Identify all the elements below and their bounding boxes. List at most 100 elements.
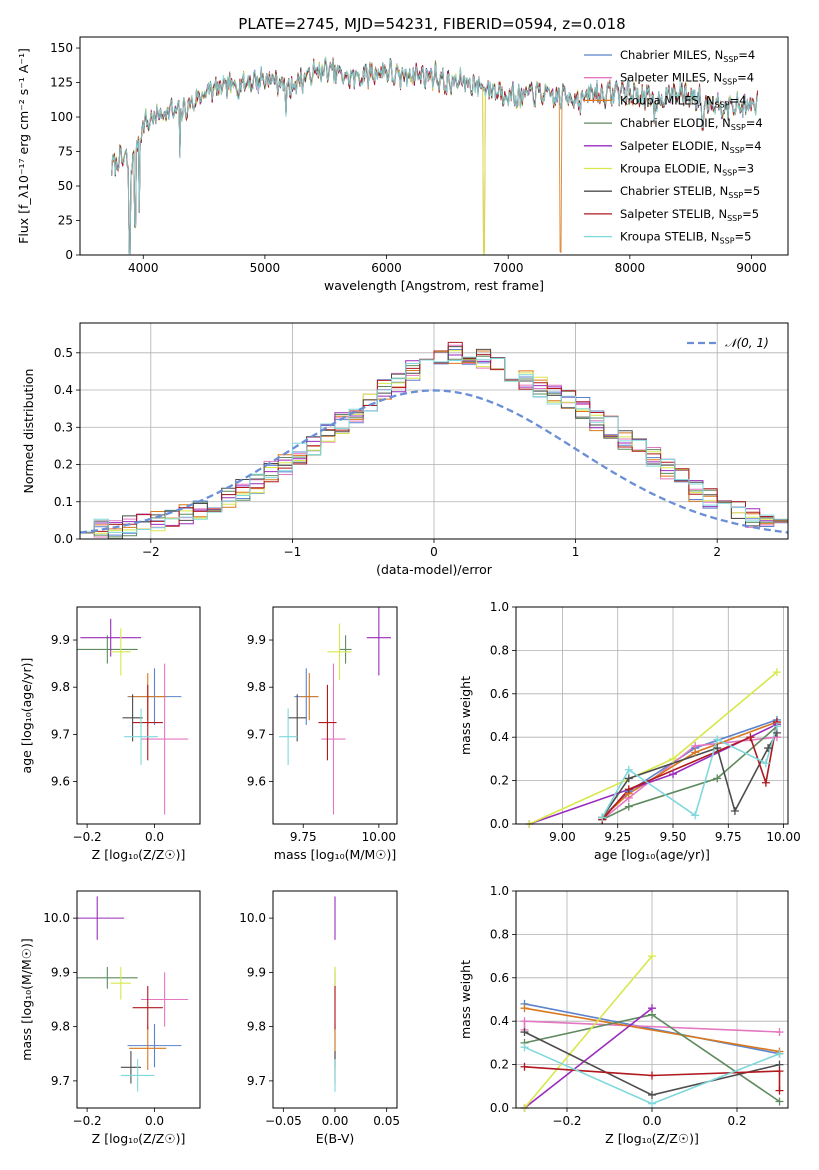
y-tick-label: 9.6 [247,775,266,789]
y-tick-label: 25 [58,214,73,228]
x-tick-label: 10.00 [766,830,800,844]
x-tick-label: 4000 [128,261,159,275]
weight-line [523,955,653,1108]
legend-label: Salpeter ELODIE, NSSP=4 [620,139,762,155]
x-tick-label: 5000 [250,261,281,275]
legend-label: 𝒩(0, 1) [725,336,769,350]
y-tick-label: 1.0 [490,600,509,614]
y-tick-label: 150 [50,41,73,55]
weight-marker [761,759,770,768]
weight-line [524,1066,781,1091]
weight-marker [648,952,656,961]
weight-marker [598,813,607,822]
axes-frame [515,890,789,1109]
weight-marker [669,770,678,779]
y-axis-label: Flux [f_λ10⁻¹⁷ erg cm⁻² s⁻¹ A⁻¹] [16,48,31,244]
x-tick-label: 9.75 [715,830,742,844]
y-axis-label: mass weight [458,676,473,755]
weight-marker [713,774,722,783]
weight-marker [520,1043,529,1052]
weight-marker [520,1028,529,1037]
y-axis-label: mass weight [458,960,473,1039]
x-tick-label: 9.00 [549,830,576,844]
weight-marker [691,748,700,757]
weight-line [601,732,778,818]
axes-frame [272,890,398,1109]
weight-marker [669,754,678,763]
panel-age-Z: −0.2 0.0 9.6 9.7 9.8 9.9 Z [log₁₀(Z/Z☉)] age [l… [19,606,201,862]
x-tick-label: 6000 [371,261,402,275]
y-tick-label: 9.9 [247,965,266,979]
y-tick-label: 0.6 [490,971,509,985]
y-tick-label: 0.3 [54,420,73,434]
panel-weight-Z: −0.2 0.0 0.2 0.0 0.2 0.4 0.6 0.8 1.0 Z [log₁₀(Z/Z… [458,884,789,1146]
weight-marker [775,1028,784,1037]
weight-marker [775,1086,784,1095]
y-tick-label: 0.0 [490,1101,509,1115]
x-axis-label: Z [log₁₀(Z/Z☉)] [92,847,186,862]
legend-label: Chabrier STELIB, NSSP=5 [620,184,760,200]
panel-spectrum: 4000 5000 6000 7000 8000 9000 0 25 50 75 100 125 150… [16,36,789,293]
y-tick-label: 0 [65,248,73,262]
axes-frame [79,36,789,256]
y-tick-label: 0.8 [490,927,509,941]
panel-mass-Z: −0.2 0.0 9.7 9.8 9.9 10.0 Z [log₁₀(Z/Z☉)] mass … [19,890,201,1146]
y-tick-label: 9.7 [51,1074,70,1088]
x-tick-label: 0.0 [145,830,164,844]
gaussian-curve [80,389,788,534]
x-axis-label: mass [log₁₀(M/M☉)] [274,847,396,862]
weight-marker [775,1067,784,1076]
weight-marker [520,1004,529,1013]
weight-marker [730,806,739,815]
y-tick-label: 9.7 [247,1074,266,1088]
weight-marker [520,1062,529,1071]
plot-area [77,618,189,815]
x-tick-label: 0.00 [322,1114,349,1128]
y-tick-label: 0.4 [490,730,509,744]
y-tick-label: 75 [58,145,73,159]
y-tick-label: 10.0 [239,911,266,925]
axes-frame [76,890,201,1109]
weight-marker [772,668,781,677]
x-tick-label: 2 [713,545,721,559]
x-axis-label: wavelength [Angstrom, rest frame] [324,278,544,293]
weight-marker [761,778,770,787]
weight-marker [648,1090,656,1099]
x-tick-label: 0.0 [642,1114,661,1128]
axes-frame [272,606,398,825]
weight-marker [624,802,633,811]
weight-line [524,1007,653,1108]
y-axis-label: age [log₁₀(age/yr)] [19,658,34,774]
legend: 𝒩(0, 1) [687,336,769,350]
x-axis-label: age [log₁₀(age/yr)] [594,847,710,862]
y-tick-label: 9.9 [51,965,70,979]
weight-marker [520,1017,529,1026]
y-tick-label: 9.9 [51,633,70,647]
weight-marker [624,765,633,774]
y-tick-label: 9.9 [247,633,266,647]
legend-label: Chabrier MILES, NSSP=4 [620,48,755,64]
x-tick-label: 9000 [736,261,767,275]
legend-label: Salpeter MILES, NSSP=4 [620,71,754,87]
panel-weight-age: 9.00 9.25 9.50 9.75 10.00 0.0 0.2 0.4 0.6 0.8 1.0 a… [458,600,801,862]
legend: Chabrier MILES, NSSP=4 Salpeter MILES, NS… [584,48,763,246]
histogram-line [80,356,788,539]
x-tick-label: 0 [430,545,438,559]
y-tick-label: 50 [58,179,73,193]
y-tick-label: 0.0 [54,532,73,546]
x-tick-label: 9.25 [604,830,631,844]
weight-line [601,725,778,821]
weight-marker [746,733,755,742]
panel-age-mass: 9.75 10.00 9.6 9.7 9.8 9.9 mass [log₁₀(M/M☉)] [247,606,398,862]
weight-marker [648,1004,656,1013]
weight-line [529,723,778,824]
y-tick-label: 9.7 [51,727,70,741]
plot-area [528,671,778,824]
weight-marker [764,744,773,753]
x-tick-label: 0.2 [727,1114,746,1128]
y-tick-label: 0.2 [54,458,73,472]
x-tick-label: 0.05 [373,1114,400,1128]
weight-line [601,726,778,818]
weight-line [524,1003,780,1055]
